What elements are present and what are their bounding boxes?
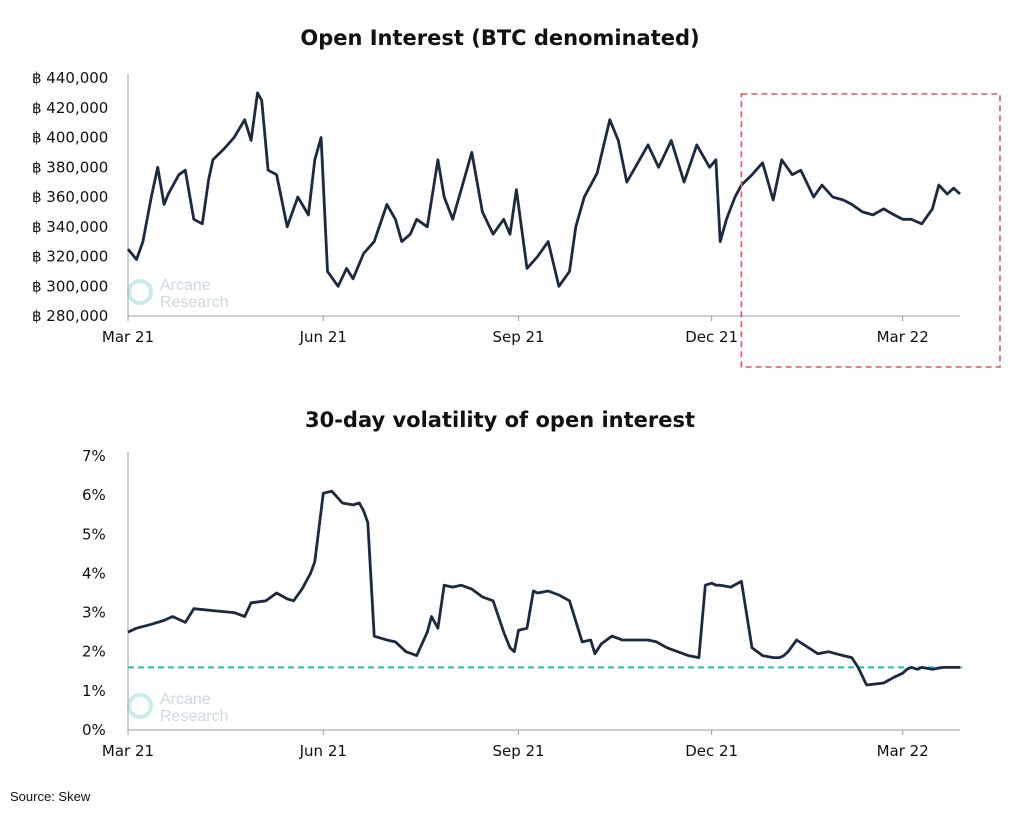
series-line	[126, 91, 961, 288]
x-tick-label: Jun 21	[299, 742, 347, 760]
x-tick-label: Dec 21	[685, 328, 738, 346]
watermark-line1: Arcane	[160, 277, 211, 294]
y-tick-label: 2%	[82, 643, 106, 661]
watermark-logo-icon	[127, 693, 153, 719]
x-tick-label: Sep 21	[492, 742, 544, 760]
source-note: Source: Skew	[10, 789, 91, 804]
y-tick-label: 0%	[82, 721, 106, 739]
chart-volatility: 30-day volatility of open interest Arcan…	[0, 398, 1024, 778]
x-tick-label: Mar 21	[102, 328, 154, 346]
y-tick-label: ฿ 300,000	[32, 277, 108, 295]
x-tick-label: Jun 21	[299, 328, 347, 346]
x-tick-label: Mar 22	[877, 742, 929, 760]
y-tick-label: ฿ 360,000	[32, 188, 108, 206]
watermark-line1: Arcane	[160, 691, 211, 708]
y-tick-label: 4%	[82, 564, 106, 582]
chart-title: 30-day volatility of open interest	[304, 408, 696, 432]
y-tick-label: 5%	[82, 525, 106, 543]
watermark-line2: Research	[160, 294, 228, 311]
y-tick-label: ฿ 400,000	[32, 129, 108, 147]
series-line	[127, 489, 960, 687]
x-tick-label: Sep 21	[492, 328, 544, 346]
highlight-box	[740, 93, 1001, 368]
y-tick-label: 3%	[82, 604, 106, 622]
watermark-logo-icon	[127, 279, 153, 305]
y-tick-label: 1%	[82, 682, 106, 700]
watermark-line2: Research	[160, 708, 228, 725]
x-tick-label: Mar 22	[877, 328, 929, 346]
y-tick-label: 7%	[82, 447, 106, 465]
y-tick-label: ฿ 320,000	[32, 248, 108, 266]
y-tick-label: ฿ 340,000	[32, 218, 108, 236]
x-tick-label: Dec 21	[685, 742, 738, 760]
y-tick-label: ฿ 380,000	[32, 158, 108, 176]
y-tick-label: 6%	[82, 486, 106, 504]
y-tick-label: ฿ 280,000	[32, 307, 108, 325]
chart-open-interest: Open Interest (BTC denominated) Arcane Re…	[0, 0, 1024, 380]
y-tick-label: ฿ 440,000	[32, 69, 108, 87]
x-tick-label: Mar 21	[102, 742, 154, 760]
chart-title: Open Interest (BTC denominated)	[300, 26, 700, 50]
y-tick-label: ฿ 420,000	[32, 99, 108, 117]
